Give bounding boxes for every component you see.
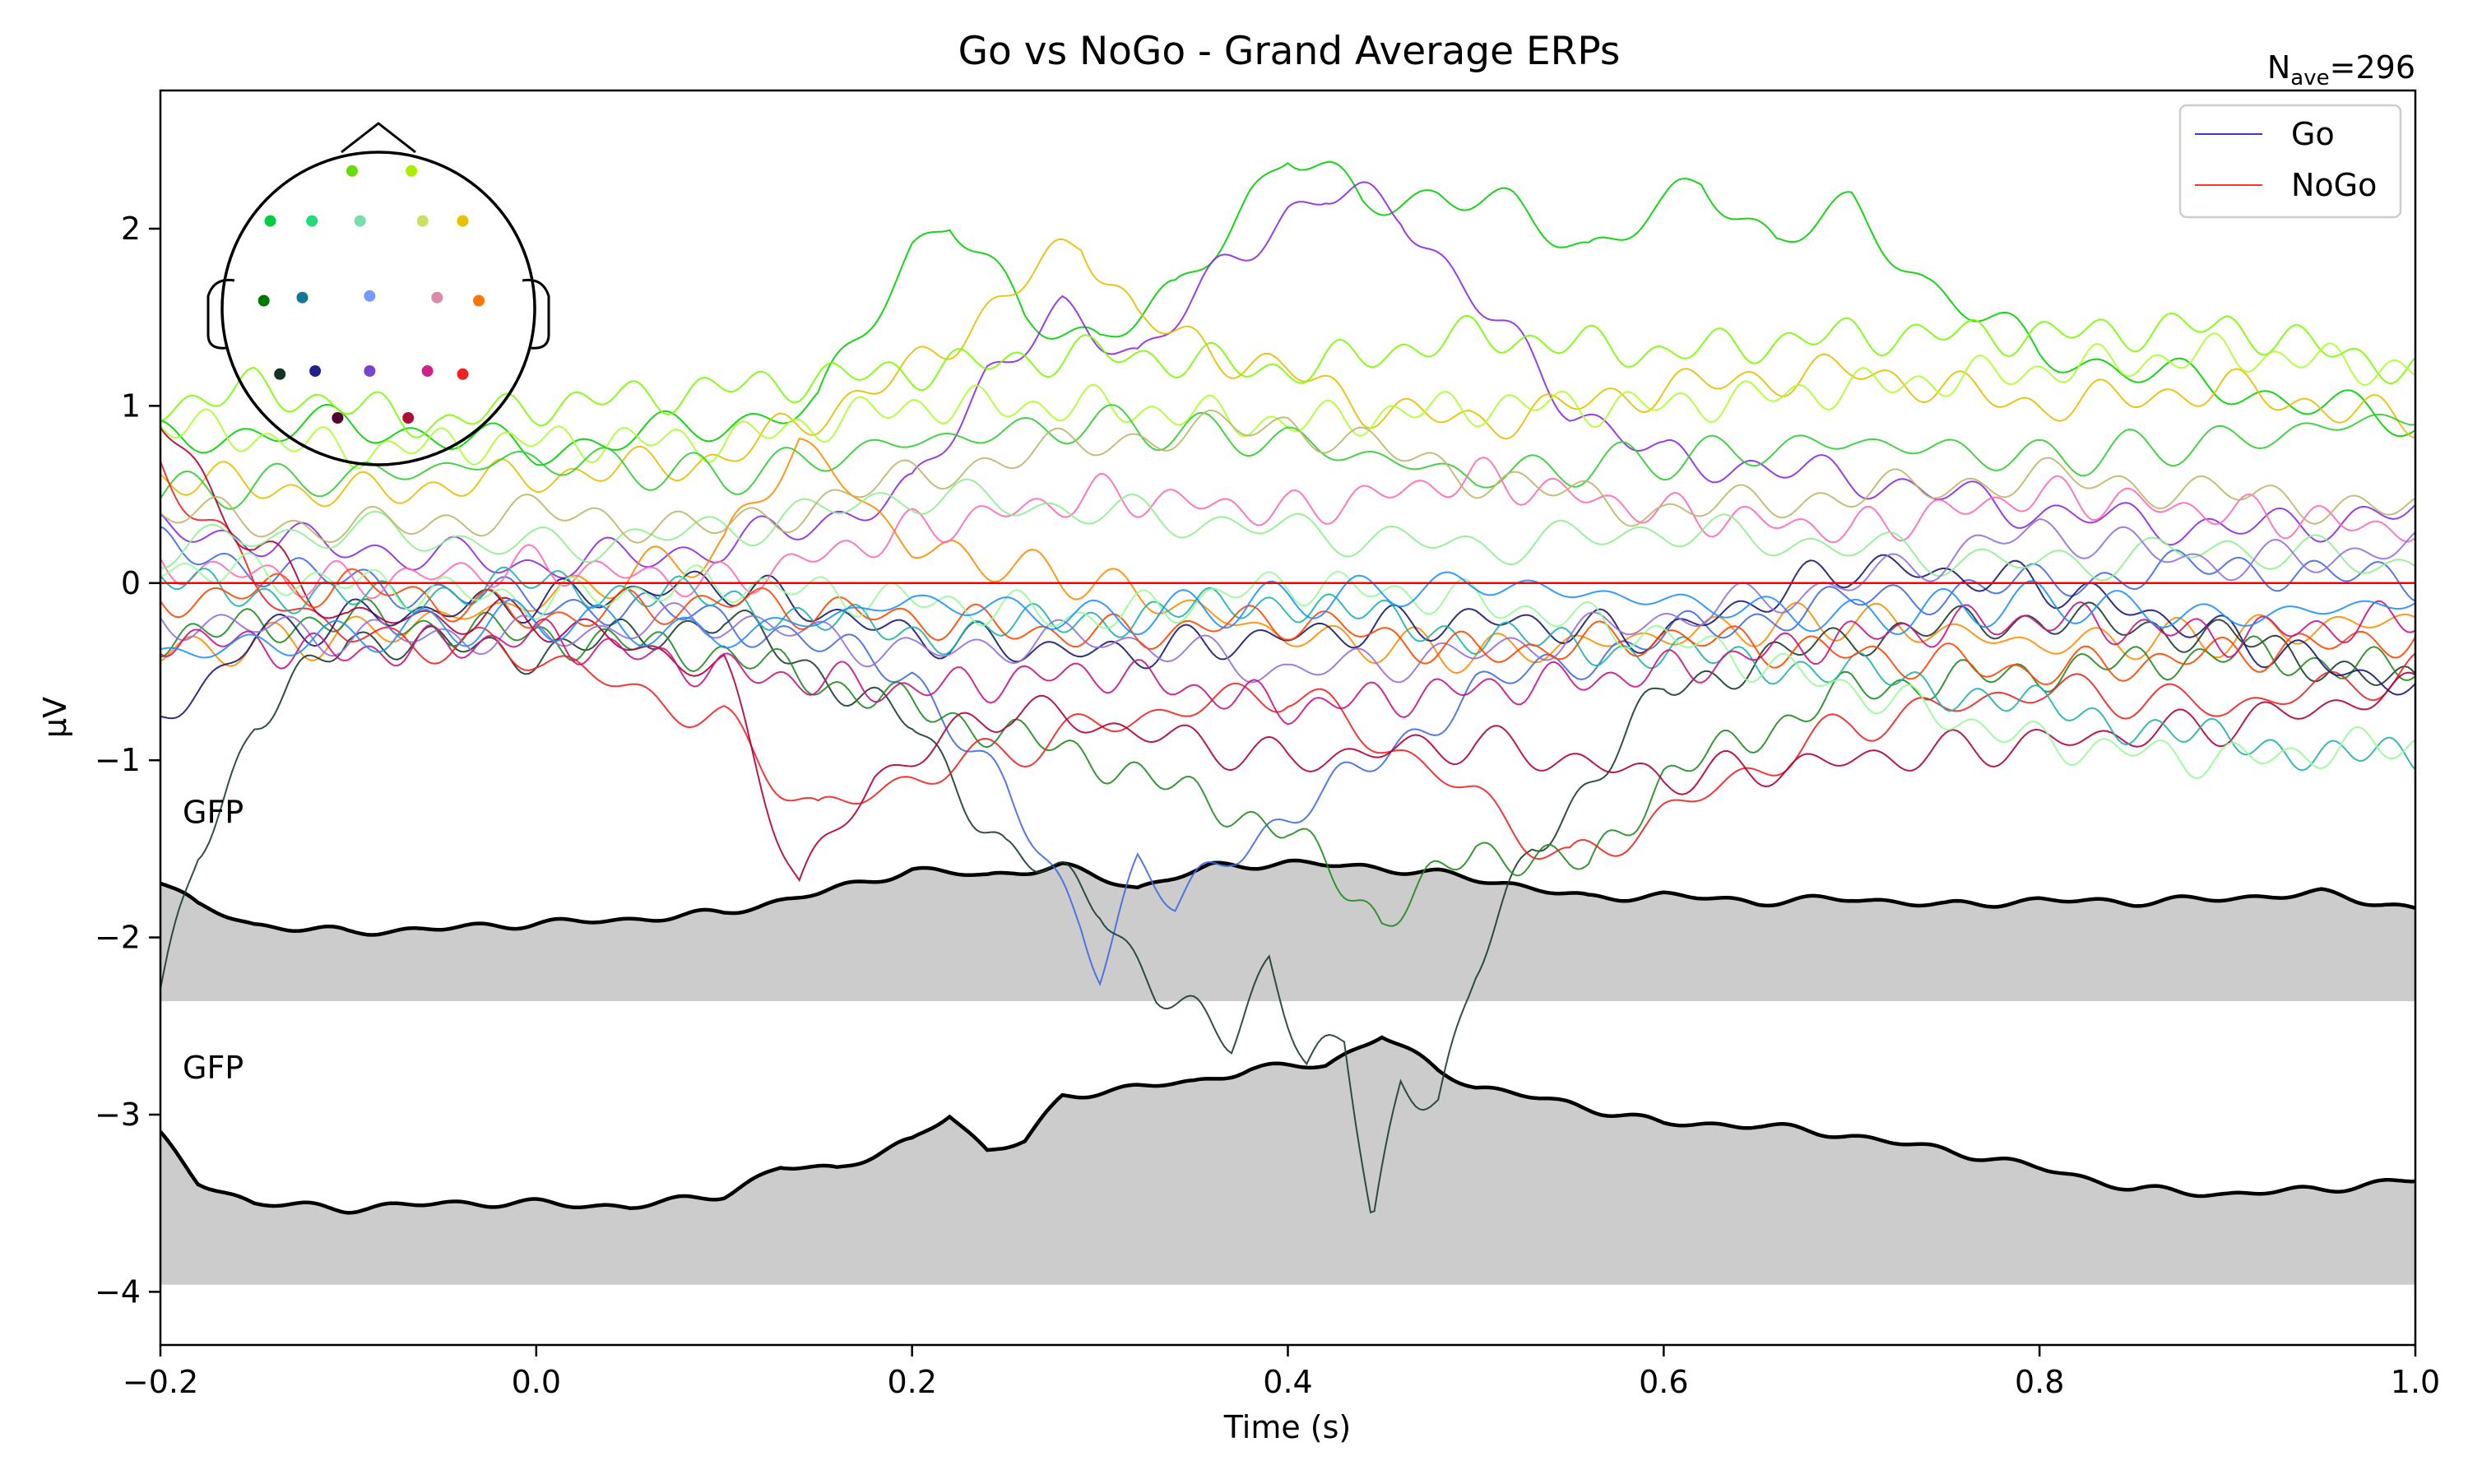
y-axis-ticks: 2 1 0 −1 −2 −3 −4 bbox=[95, 211, 160, 1310]
sensor-dot-7 bbox=[257, 294, 270, 307]
channel-trace-13 bbox=[160, 457, 2415, 600]
x-tick-label-1: 0.0 bbox=[512, 1364, 561, 1400]
channel-trace-10 bbox=[160, 461, 2415, 860]
sensor-dot-6 bbox=[457, 215, 469, 227]
sensor-dot-4 bbox=[354, 215, 366, 227]
x-tick-label-5: 0.8 bbox=[2015, 1364, 2064, 1400]
y-tick-label-2: 0 bbox=[121, 565, 141, 601]
head-outline bbox=[220, 151, 536, 466]
nave-label: Nave=296 bbox=[2267, 49, 2415, 90]
sensor-dot-8 bbox=[296, 291, 308, 304]
x-tick-label-3: 0.4 bbox=[1263, 1364, 1312, 1400]
channel-trace-17 bbox=[160, 568, 2415, 686]
sensor-dot-14 bbox=[364, 365, 376, 377]
nave-n: N bbox=[2267, 49, 2290, 86]
y-tick-label-5: −3 bbox=[95, 1097, 141, 1133]
x-tick-label-6: 1.0 bbox=[2391, 1364, 2440, 1400]
channel-trace-21 bbox=[160, 409, 2415, 544]
sensor-dot-15 bbox=[421, 365, 434, 377]
gfp-label-0: GFP bbox=[183, 795, 244, 831]
y-tick-label-3: −1 bbox=[95, 742, 141, 778]
channel-traces bbox=[160, 160, 2415, 1214]
head-nose bbox=[341, 122, 416, 154]
y-tick-label-0: 2 bbox=[121, 211, 141, 247]
channel-trace-3 bbox=[160, 312, 2415, 438]
head-left-ear bbox=[206, 278, 235, 350]
channel-trace-20 bbox=[160, 571, 2415, 659]
gfp-labels: GFP GFP bbox=[183, 795, 244, 1086]
sensor-topomap bbox=[206, 122, 550, 466]
gfp-fill-1 bbox=[160, 1037, 2415, 1285]
channel-trace-5 bbox=[160, 404, 2415, 510]
sensor-dot-12 bbox=[274, 368, 286, 380]
legend-go-label: Go bbox=[2291, 116, 2335, 152]
chart-title: Go vs NoGo - Grand Average ERPs bbox=[958, 29, 1621, 74]
sensor-dot-0 bbox=[346, 165, 358, 177]
channel-trace-4 bbox=[160, 332, 2415, 470]
sensor-dot-9 bbox=[364, 290, 376, 302]
gfp-fill-0 bbox=[160, 860, 2415, 1002]
x-tick-label-2: 0.2 bbox=[887, 1364, 936, 1400]
legend: Go NoGo bbox=[2178, 104, 2402, 219]
channel-trace-14 bbox=[160, 566, 2415, 772]
channel-trace-2 bbox=[160, 238, 2415, 508]
sensor-dot-17 bbox=[332, 412, 344, 424]
sensor-dot-13 bbox=[309, 365, 322, 377]
sensor-dot-16 bbox=[457, 368, 469, 380]
y-tick-label-1: 1 bbox=[121, 387, 141, 424]
sensor-dot-11 bbox=[473, 294, 485, 307]
x-tick-label-0: −0.2 bbox=[123, 1364, 198, 1400]
gfp-line-0 bbox=[160, 858, 2415, 937]
sensor-dot-10 bbox=[431, 291, 443, 304]
sensor-dot-3 bbox=[306, 215, 318, 227]
channel-trace-11 bbox=[160, 427, 2415, 883]
channel-trace-0 bbox=[160, 160, 2415, 466]
nave-value: =296 bbox=[2330, 49, 2415, 86]
legend-nogo-label: NoGo bbox=[2291, 167, 2377, 203]
channel-trace-19 bbox=[160, 600, 2415, 726]
y-tick-label-6: −4 bbox=[95, 1273, 141, 1310]
y-tick-label-4: −2 bbox=[95, 920, 141, 956]
gfp-layer bbox=[160, 858, 2415, 1285]
y-axis-label: µV bbox=[37, 697, 73, 738]
sensor-dot-1 bbox=[406, 165, 418, 177]
sensor-dot-5 bbox=[416, 215, 429, 227]
x-tick-label-4: 0.6 bbox=[1639, 1364, 1688, 1400]
nave-subscript: ave bbox=[2290, 66, 2329, 90]
gfp-label-1: GFP bbox=[183, 1050, 244, 1086]
sensor-dots bbox=[257, 165, 485, 424]
channel-trace-1 bbox=[160, 181, 2415, 579]
x-axis-ticks: −0.2 0.0 0.2 0.4 0.6 0.8 1.0 bbox=[123, 1345, 2440, 1400]
gfp-line-1 bbox=[160, 1035, 2415, 1215]
sensor-dot-18 bbox=[402, 412, 415, 424]
head-right-ear bbox=[522, 278, 550, 350]
sensor-dot-2 bbox=[264, 215, 276, 227]
channel-trace-18 bbox=[160, 552, 2415, 780]
x-axis-label: Time (s) bbox=[1223, 1409, 1352, 1445]
channel-trace-15 bbox=[160, 478, 2415, 582]
